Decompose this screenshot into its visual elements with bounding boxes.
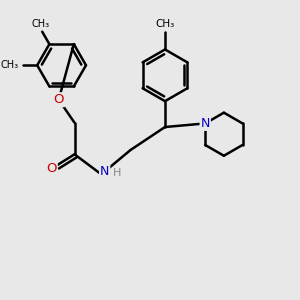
Text: N: N [200, 117, 210, 130]
Text: O: O [53, 93, 64, 106]
Text: N: N [100, 165, 110, 178]
Text: O: O [46, 162, 57, 175]
Text: CH₃: CH₃ [0, 60, 19, 70]
Text: CH₃: CH₃ [32, 20, 50, 29]
Text: CH₃: CH₃ [155, 19, 175, 29]
Text: H: H [113, 168, 121, 178]
